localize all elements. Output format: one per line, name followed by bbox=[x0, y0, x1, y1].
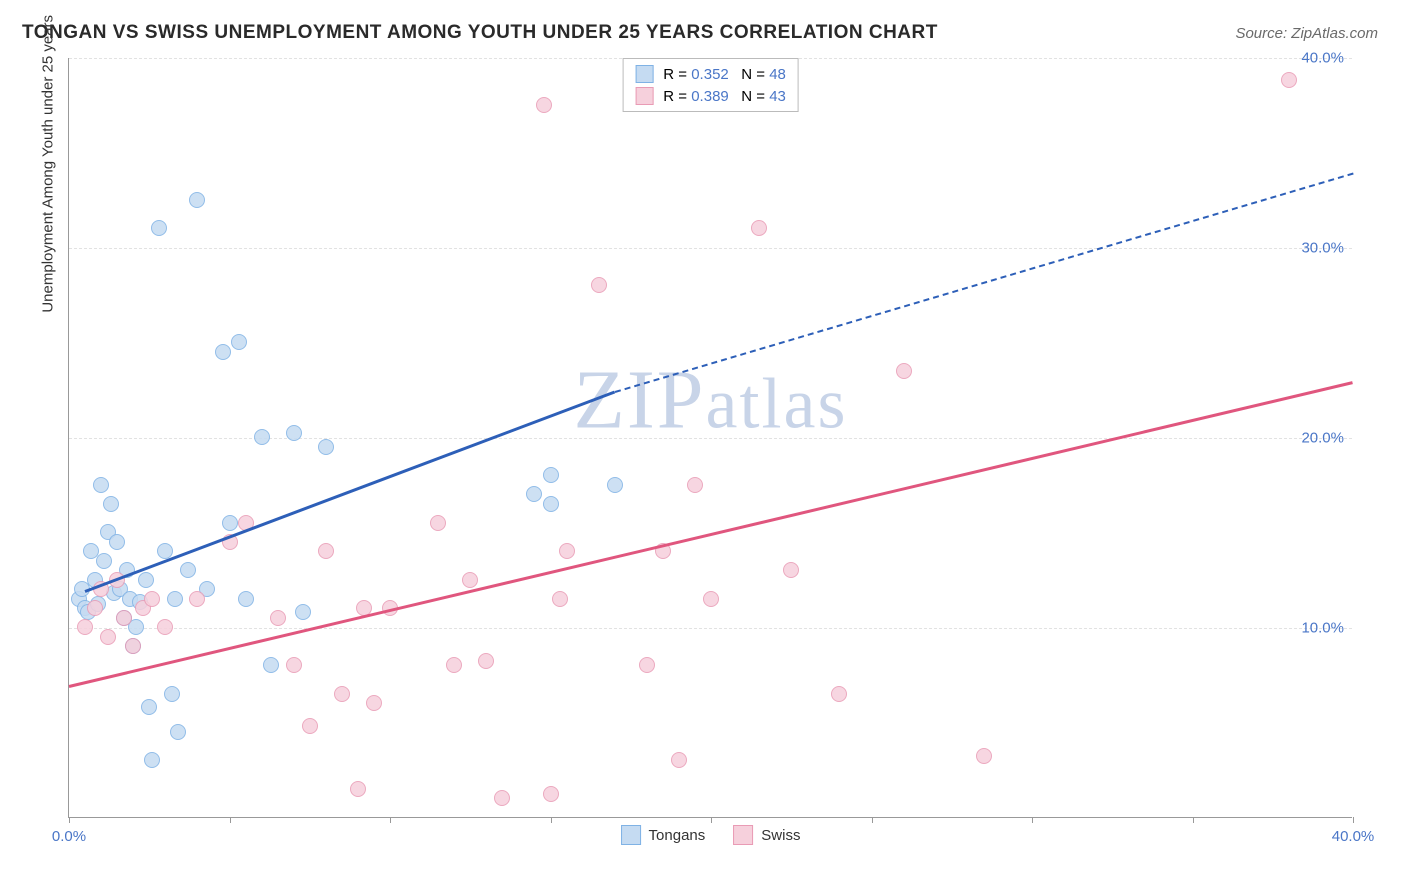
data-point bbox=[286, 657, 302, 673]
chart-title: TONGAN VS SWISS UNEMPLOYMENT AMONG YOUTH… bbox=[22, 22, 938, 44]
x-tick-mark bbox=[1032, 817, 1033, 823]
x-tick-label: 0.0% bbox=[52, 828, 86, 845]
y-axis-label: Unemployment Among Youth under 25 years bbox=[40, 15, 57, 313]
data-point bbox=[318, 543, 334, 559]
data-point bbox=[270, 610, 286, 626]
data-point bbox=[687, 477, 703, 493]
legend-stat: R = 0.352 N = 48 bbox=[659, 66, 786, 83]
data-point bbox=[334, 686, 350, 702]
data-point bbox=[607, 477, 623, 493]
gridline bbox=[69, 628, 1352, 629]
data-point bbox=[141, 699, 157, 715]
data-point bbox=[286, 425, 302, 441]
data-point bbox=[543, 786, 559, 802]
data-point bbox=[478, 653, 494, 669]
data-point bbox=[976, 748, 992, 764]
data-point bbox=[100, 629, 116, 645]
legend-label: Swiss bbox=[761, 827, 800, 844]
data-point bbox=[222, 515, 238, 531]
legend-stat: R = 0.389 N = 43 bbox=[659, 88, 786, 105]
y-tick-label: 20.0% bbox=[1301, 430, 1344, 447]
stats-legend: R = 0.352 N = 48 R = 0.389 N = 43 bbox=[622, 58, 799, 112]
data-point bbox=[93, 477, 109, 493]
data-point bbox=[366, 695, 382, 711]
trend-line bbox=[69, 381, 1354, 688]
data-point bbox=[96, 553, 112, 569]
data-point bbox=[671, 752, 687, 768]
data-point bbox=[350, 781, 366, 797]
data-point bbox=[170, 724, 186, 740]
data-point bbox=[189, 591, 205, 607]
legend-swatch bbox=[635, 87, 653, 105]
data-point bbox=[138, 572, 154, 588]
legend-swatch bbox=[733, 825, 753, 845]
data-point bbox=[144, 752, 160, 768]
trend-line bbox=[614, 172, 1353, 392]
data-point bbox=[896, 363, 912, 379]
data-point bbox=[87, 600, 103, 616]
data-point bbox=[430, 515, 446, 531]
data-point bbox=[751, 220, 767, 236]
x-tick-label: 40.0% bbox=[1332, 828, 1375, 845]
data-point bbox=[144, 591, 160, 607]
legend-swatch bbox=[635, 65, 653, 83]
legend-label: Tongans bbox=[649, 827, 706, 844]
gridline bbox=[69, 248, 1352, 249]
data-point bbox=[116, 610, 132, 626]
legend-item: Swiss bbox=[733, 825, 800, 845]
data-point bbox=[591, 277, 607, 293]
data-point bbox=[543, 467, 559, 483]
x-tick-mark bbox=[872, 817, 873, 823]
data-point bbox=[302, 718, 318, 734]
watermark: ZIPatlas bbox=[574, 351, 848, 448]
data-point bbox=[254, 429, 270, 445]
x-tick-mark bbox=[1353, 817, 1354, 823]
data-point bbox=[526, 486, 542, 502]
x-tick-mark bbox=[390, 817, 391, 823]
data-point bbox=[125, 638, 141, 654]
x-tick-mark bbox=[551, 817, 552, 823]
data-point bbox=[77, 619, 93, 635]
x-tick-mark bbox=[1193, 817, 1194, 823]
series-legend: Tongans Swiss bbox=[621, 825, 801, 845]
data-point bbox=[109, 534, 125, 550]
data-point bbox=[231, 334, 247, 350]
data-point bbox=[494, 790, 510, 806]
data-point bbox=[167, 591, 183, 607]
y-tick-label: 10.0% bbox=[1301, 620, 1344, 637]
data-point bbox=[189, 192, 205, 208]
chart-area: Unemployment Among Youth under 25 years … bbox=[48, 58, 1370, 848]
data-point bbox=[318, 439, 334, 455]
data-point bbox=[103, 496, 119, 512]
data-point bbox=[639, 657, 655, 673]
x-tick-mark bbox=[711, 817, 712, 823]
plot-area: ZIPatlas 10.0%20.0%30.0%40.0%0.0%40.0% R… bbox=[68, 58, 1352, 818]
data-point bbox=[164, 686, 180, 702]
data-point bbox=[263, 657, 279, 673]
data-point bbox=[180, 562, 196, 578]
data-point bbox=[552, 591, 568, 607]
data-point bbox=[462, 572, 478, 588]
data-point bbox=[128, 619, 144, 635]
data-point bbox=[238, 591, 254, 607]
y-tick-label: 40.0% bbox=[1301, 50, 1344, 67]
legend-swatch bbox=[621, 825, 641, 845]
data-point bbox=[295, 604, 311, 620]
data-point bbox=[446, 657, 462, 673]
x-tick-mark bbox=[230, 817, 231, 823]
data-point bbox=[783, 562, 799, 578]
data-point bbox=[215, 344, 231, 360]
data-point bbox=[1281, 72, 1297, 88]
y-tick-label: 30.0% bbox=[1301, 240, 1344, 257]
source-label: Source: ZipAtlas.com bbox=[1235, 25, 1378, 42]
x-tick-mark bbox=[69, 817, 70, 823]
data-point bbox=[831, 686, 847, 702]
data-point bbox=[157, 619, 173, 635]
data-point bbox=[559, 543, 575, 559]
legend-item: Tongans bbox=[621, 825, 706, 845]
data-point bbox=[703, 591, 719, 607]
data-point bbox=[543, 496, 559, 512]
data-point bbox=[536, 97, 552, 113]
data-point bbox=[151, 220, 167, 236]
